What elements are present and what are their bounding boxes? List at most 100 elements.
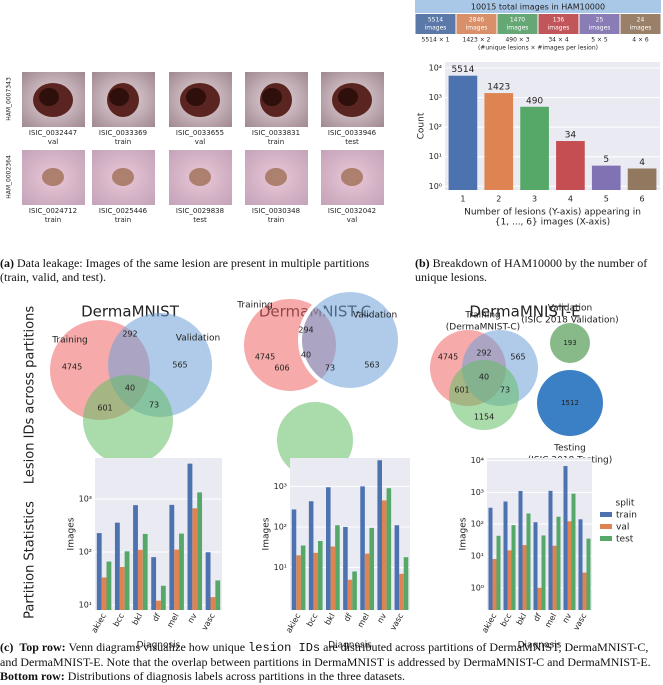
bar: [627, 168, 657, 190]
venn-count: 40: [301, 351, 311, 360]
x-tick-label: akiec: [284, 612, 302, 635]
y-tick-label: 10²: [79, 548, 92, 557]
image-name: ISIC_0032042: [328, 207, 376, 215]
venn-count: 292: [476, 349, 491, 358]
bar: [106, 561, 112, 610]
bar: [382, 500, 387, 610]
bar: [142, 533, 148, 610]
bar: [169, 504, 175, 610]
bar: [364, 553, 370, 610]
value-label: 4: [639, 158, 645, 168]
lesion: [186, 88, 206, 106]
x-tick-label: 2: [496, 195, 501, 204]
bar: [313, 552, 318, 610]
venn-circle: [298, 288, 402, 392]
lesion: [109, 88, 129, 106]
lesion: [189, 168, 211, 186]
image-name: ISIC_0033369: [99, 129, 147, 137]
bar: [330, 546, 336, 610]
image-split: train: [115, 138, 131, 146]
x-tick-label: bcc: [305, 612, 320, 629]
image-split: train: [268, 216, 284, 224]
venn-count: 73: [325, 364, 335, 373]
venn-count: 4745: [438, 353, 458, 362]
caption-label: (a): [0, 256, 14, 270]
bar: [586, 538, 591, 610]
bar: [296, 555, 301, 610]
bar: [578, 519, 583, 610]
bar: [541, 535, 546, 610]
box-count: 25: [596, 17, 604, 24]
bar: [137, 549, 143, 610]
bar: [335, 525, 340, 610]
bar: [537, 587, 542, 610]
bar: [552, 545, 557, 610]
box-count: 1470: [510, 17, 525, 24]
venn-title: DermaMNIST-E: [469, 303, 580, 321]
bar: [114, 522, 120, 610]
box-formula: 490 × 3: [505, 37, 529, 44]
lesion: [42, 168, 64, 186]
y-tick-label: 10⁰: [429, 182, 442, 191]
bar: [151, 557, 157, 610]
venn-set-label: Testing: [553, 444, 586, 454]
box-unit: images: [548, 25, 570, 32]
box-unit: images: [589, 25, 611, 32]
legend-title: split: [616, 499, 635, 509]
x-axis-label: Number of lesions (Y-axis) appearing in: [464, 208, 641, 218]
lesion: [265, 168, 287, 186]
plot-area: [487, 458, 592, 610]
box-count: 136: [553, 17, 565, 24]
venn-set-note: (DermaMNIST-C): [446, 323, 520, 333]
x-tick-label: nv: [375, 612, 388, 625]
box-formula: 5514 × 1: [422, 37, 450, 44]
caption-a: (a) Data leakage: Images of the same les…: [0, 256, 400, 284]
box-formula: 4 × 6: [632, 37, 649, 44]
image-split: val: [195, 138, 205, 146]
bar: [197, 492, 203, 610]
row-label: Partition Statistics: [23, 501, 38, 619]
x-tick-label: 6: [640, 195, 645, 204]
venn-count: 4745: [255, 353, 275, 362]
x-tick-label: nv: [561, 612, 574, 625]
x-tick-label: bcc: [499, 612, 514, 629]
legend-swatch: [600, 536, 612, 541]
bar: [448, 75, 478, 190]
bar: [556, 516, 561, 610]
x-tick-label: bkl: [323, 612, 337, 627]
image-split: val: [347, 216, 357, 224]
caption-b: (b) Breakdown of HAM10000 by the number …: [415, 256, 661, 284]
header-title: 10015 total images in HAM10000: [471, 3, 605, 12]
bar: [548, 490, 553, 610]
header-box: [415, 0, 661, 13]
y-axis-label: Images: [262, 517, 272, 550]
lesion: [262, 88, 282, 106]
bar: [179, 533, 184, 610]
x-tick-label: vasc: [200, 612, 217, 632]
x-tick-label: bkl: [515, 612, 529, 627]
value-label: 1423: [487, 83, 510, 93]
y-axis-label: Images: [67, 517, 77, 550]
image-name: ISIC_0033946: [328, 129, 377, 137]
y-tick-label: 10¹: [79, 600, 92, 609]
venn-count: 4745: [62, 363, 82, 372]
count-box: [538, 14, 579, 34]
x-axis-label: Diagnosis: [518, 641, 562, 651]
y-tick-label: 10²: [471, 520, 484, 529]
bar: [522, 545, 527, 610]
box-unit: images: [425, 25, 447, 32]
x-tick-label: mel: [543, 612, 558, 629]
venn-circle: [449, 360, 519, 430]
bar: [119, 567, 125, 610]
lesion: [112, 168, 134, 186]
row-label: HAM_0007343: [6, 77, 13, 121]
bar: [567, 521, 572, 610]
image-split: test: [193, 216, 207, 224]
bar: [571, 493, 576, 610]
venn-set-label: Validation: [176, 334, 220, 344]
x-tick-label: nv: [186, 612, 199, 625]
box-unit: images: [466, 25, 488, 32]
bar: [488, 507, 493, 610]
x-axis-label: Diagnosis: [137, 641, 181, 651]
venn-count: 606: [274, 364, 289, 373]
